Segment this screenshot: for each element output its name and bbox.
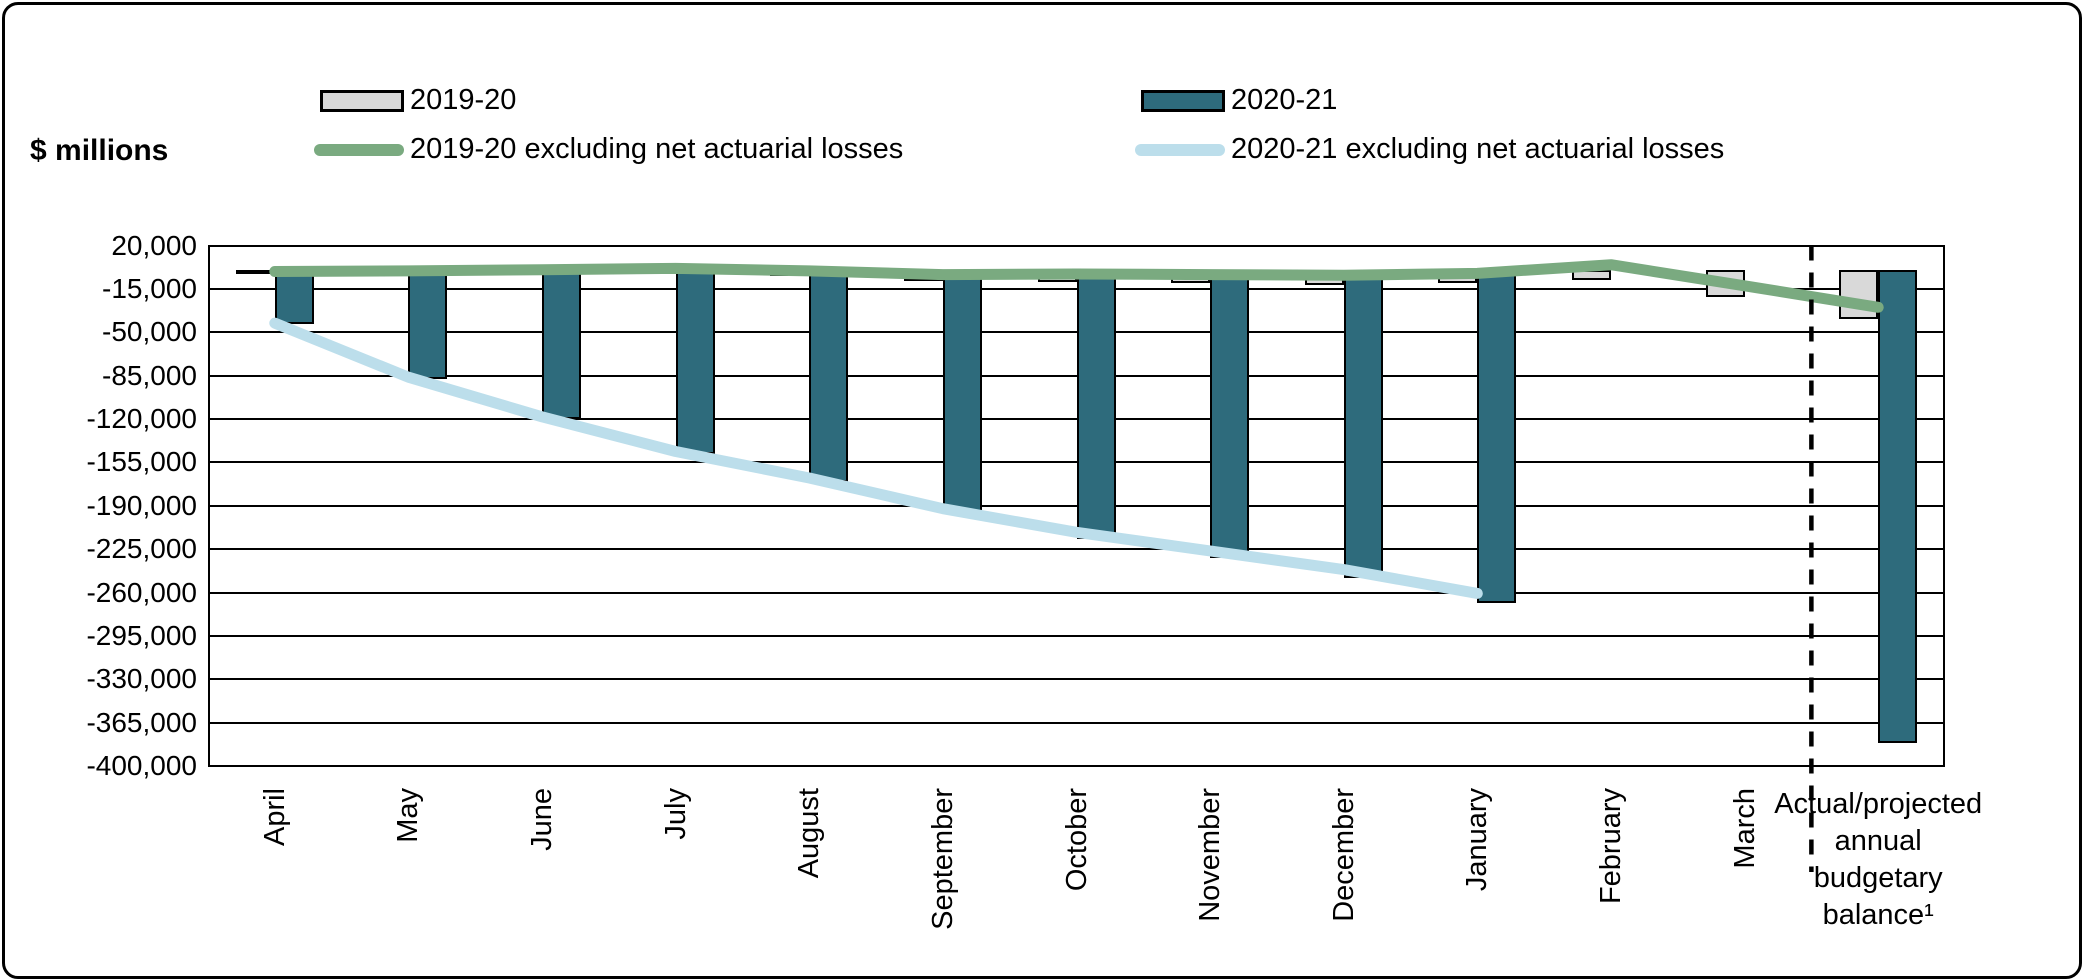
x-axis-label-august: August bbox=[793, 788, 826, 879]
y-axis-title: $ millions bbox=[30, 134, 169, 167]
bar-2019-20-may bbox=[369, 270, 409, 275]
legend-swatch-2020-21-bar bbox=[1141, 89, 1225, 112]
bar-2019-20-december bbox=[1304, 270, 1344, 285]
bar-2019-20-august bbox=[770, 270, 810, 276]
bar-2020-21-may bbox=[408, 270, 448, 380]
legend-swatch-2019-20-bar bbox=[320, 89, 404, 112]
bar-2020-21-august bbox=[809, 270, 849, 482]
gridline bbox=[208, 548, 1945, 551]
gridline bbox=[208, 765, 1945, 767]
legend-label: 2020-21 excluding net actuarial losses bbox=[1231, 133, 1725, 165]
x-axis-label-october: October bbox=[1060, 788, 1093, 892]
legend-swatch-2020-21-line bbox=[1135, 143, 1225, 156]
plot-right-border bbox=[1943, 245, 1945, 766]
gridline bbox=[208, 634, 1945, 637]
bar-2019-20-july bbox=[636, 270, 676, 275]
legend-label: 2019-20 excluding net actuarial losses bbox=[410, 133, 904, 165]
x-axis-label-november: November bbox=[1194, 788, 1227, 922]
legend-swatch-2019-20-line bbox=[314, 143, 404, 156]
bar-2019-20-actual/projected bbox=[1839, 270, 1879, 320]
bar-2019-20-june bbox=[503, 270, 543, 275]
legend-item-2019-20: 2019-20 bbox=[320, 84, 516, 117]
y-axis-tick-label: -400,000 bbox=[86, 750, 197, 781]
bar-2019-20-april bbox=[235, 270, 275, 275]
gridline bbox=[208, 721, 1945, 724]
bar-2020-21-december bbox=[1343, 270, 1383, 578]
bar-2020-21-april bbox=[274, 270, 314, 324]
gridline bbox=[208, 591, 1945, 594]
y-axis-tick-label: -365,000 bbox=[86, 706, 197, 738]
x-axis-label-june: June bbox=[526, 788, 559, 851]
y-axis-tick-label: -15,000 bbox=[102, 272, 197, 304]
bar-2020-21-january bbox=[1477, 270, 1517, 603]
bar-2020-21-october bbox=[1076, 270, 1116, 539]
gridline bbox=[208, 678, 1945, 681]
y-axis-line bbox=[208, 245, 210, 766]
bar-2019-20-october bbox=[1037, 270, 1077, 282]
y-axis-tick-label: -260,000 bbox=[86, 576, 197, 608]
x-axis-label-annual-balance: Actual/projected annual budgetary balance¹ bbox=[1774, 788, 1983, 931]
x-axis-label-december: December bbox=[1327, 788, 1360, 922]
y-axis-tick-label: -225,000 bbox=[86, 533, 197, 565]
bar-2020-21-june bbox=[542, 270, 582, 420]
bar-2019-20-november bbox=[1171, 270, 1211, 283]
y-axis-tick-label: -190,000 bbox=[86, 489, 197, 521]
bar-2019-20-february bbox=[1571, 270, 1611, 280]
x-axis-label-february: February bbox=[1594, 788, 1627, 905]
bar-2020-21-actual/projected bbox=[1878, 270, 1918, 744]
bar-2020-21-july bbox=[675, 270, 715, 455]
x-axis-label-january: January bbox=[1461, 788, 1494, 892]
legend-label: 2019-20 bbox=[410, 84, 517, 116]
bar-2020-21-september bbox=[942, 270, 982, 515]
bar-2019-20-september bbox=[903, 270, 943, 282]
gridline bbox=[208, 244, 1945, 247]
y-axis-tick-label: -50,000 bbox=[102, 316, 197, 348]
y-axis-tick-label: -295,000 bbox=[86, 619, 197, 651]
x-axis-label-september: September bbox=[926, 788, 959, 930]
bar-2019-20-january bbox=[1438, 270, 1478, 284]
y-axis-tick-label: 20,000 bbox=[111, 229, 197, 261]
x-axis-label-may: May bbox=[392, 788, 425, 843]
legend-item-2019-20-excluding: 2019-20 excluding net actuarial losses bbox=[314, 133, 903, 166]
legend-item-2020-21-excluding: 2020-21 excluding net actuarial losses bbox=[1135, 133, 1724, 166]
line-2020-21-excluding-losses bbox=[269, 317, 1483, 599]
bar-2019-20-march bbox=[1705, 270, 1745, 298]
y-axis-tick-label: -85,000 bbox=[102, 359, 197, 391]
legend-item-2020-21: 2020-21 bbox=[1141, 84, 1337, 117]
y-axis-tick-label: -155,000 bbox=[86, 446, 197, 478]
x-axis-label-july: July bbox=[659, 788, 692, 840]
x-axis-label-april: April bbox=[258, 788, 291, 847]
bar-2020-21-november bbox=[1210, 270, 1250, 559]
y-axis-tick-label: -120,000 bbox=[86, 403, 197, 434]
legend-label: 2020-21 bbox=[1231, 84, 1338, 116]
y-axis-tick-label: -330,000 bbox=[86, 663, 197, 695]
